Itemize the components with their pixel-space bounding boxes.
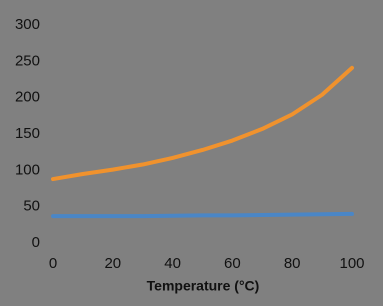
y-tick-label: 200: [15, 89, 40, 106]
x-tick-label: 20: [104, 255, 121, 272]
x-tick-label: 40: [164, 255, 181, 272]
x-tick-label: 80: [284, 255, 301, 272]
y-tick-label: 300: [15, 16, 40, 33]
x-axis-title: Temperature (°C): [147, 278, 260, 294]
x-tick-label: 0: [49, 255, 57, 272]
y-tick-label: 0: [32, 234, 40, 251]
y-tick-label: 150: [15, 125, 40, 142]
x-tick-label: 60: [224, 255, 241, 272]
y-tick-label: 100: [15, 161, 40, 178]
x-tick-label: 100: [339, 255, 364, 272]
line: [51, 211, 354, 219]
y-tick-label: 250: [15, 52, 40, 69]
y-tick-label: 50: [23, 198, 40, 215]
line: [51, 65, 354, 182]
